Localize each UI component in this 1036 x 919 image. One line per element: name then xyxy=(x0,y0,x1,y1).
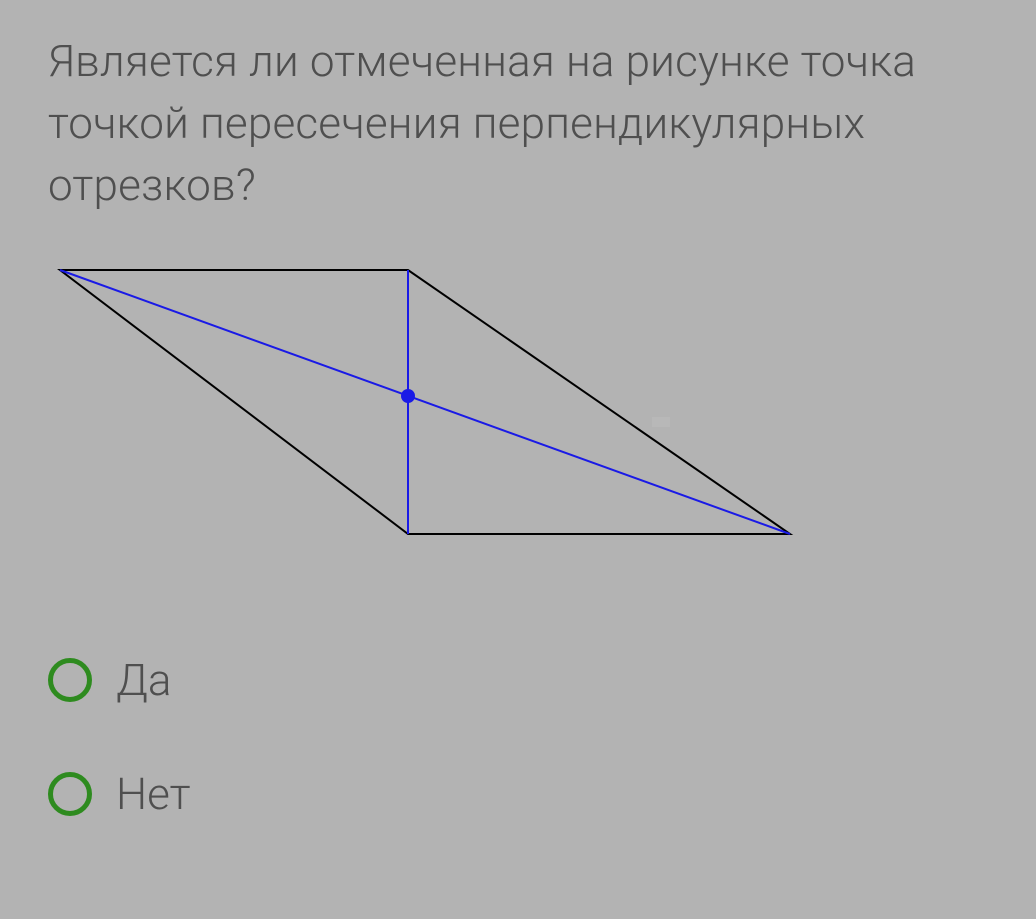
figure-container xyxy=(48,252,988,576)
answer-option-no[interactable]: Нет xyxy=(48,768,988,820)
radio-icon xyxy=(48,658,92,702)
answer-label: Да xyxy=(116,654,171,706)
intersection-point xyxy=(401,389,415,403)
question-text: Является ли отмеченная на рисунке точка … xyxy=(48,30,968,216)
answer-label: Нет xyxy=(116,768,191,820)
geometry-figure xyxy=(48,252,808,572)
figure-background xyxy=(48,252,808,572)
answers-group: Да Нет xyxy=(48,654,988,820)
radio-icon xyxy=(48,772,92,816)
question-page: Является ли отмеченная на рисунке точка … xyxy=(0,0,1036,919)
answer-option-yes[interactable]: Да xyxy=(48,654,988,706)
artifact-spot xyxy=(652,417,670,427)
